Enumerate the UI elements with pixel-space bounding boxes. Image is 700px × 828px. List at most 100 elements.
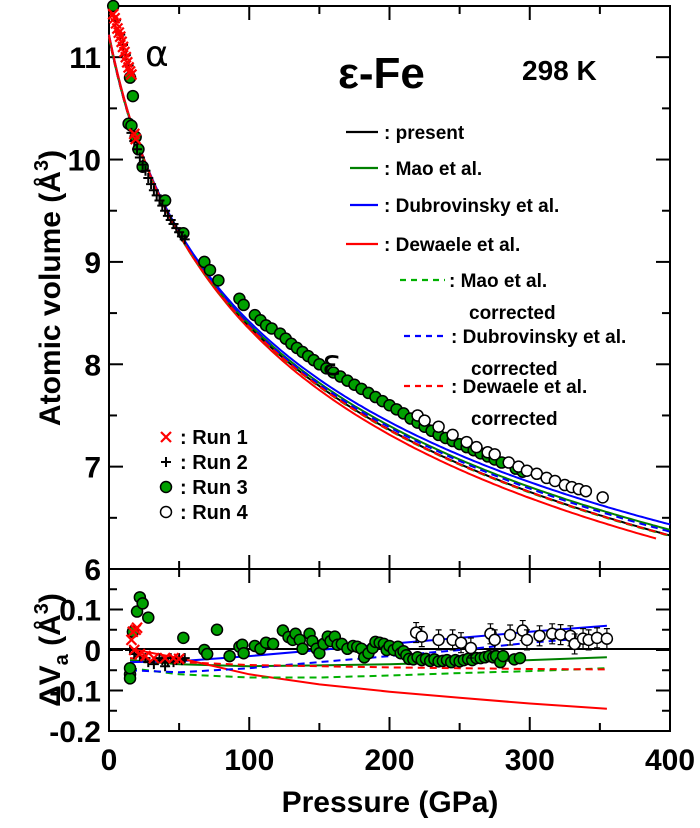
run-legend-label: : Run 2 — [180, 452, 248, 474]
data-point — [134, 152, 145, 163]
data-point — [203, 263, 217, 277]
data-point — [496, 649, 510, 663]
data-point — [200, 647, 214, 661]
y-tick-label: -0.1 — [49, 676, 101, 709]
data-point — [159, 652, 171, 664]
fit-line-dewaele-et-al-corrected — [108, 36, 671, 537]
legend-label-corrected: corrected — [469, 303, 556, 324]
residual-y-axis-title-close: ) — [34, 593, 67, 603]
run-legend: : Run 1: Run 2: Run 3: Run 4 — [159, 427, 249, 524]
data-point — [432, 633, 445, 647]
residual-y-tick-labels: -0.2 -0.1 0 0.1 — [49, 595, 101, 750]
data-point — [579, 484, 593, 498]
data-point — [520, 633, 534, 647]
legend-label: : Dubrovinsky et al. — [384, 196, 559, 217]
y-tick-label: 9 — [84, 247, 101, 280]
run-legend-label: : Run 4 — [180, 502, 249, 524]
data-point — [237, 646, 250, 660]
legend-label: : Mao et al. — [449, 271, 547, 292]
data-point — [128, 644, 141, 656]
data-point — [136, 597, 149, 610]
data-point — [142, 611, 155, 624]
data-point — [129, 133, 142, 145]
legend-label-corrected: corrected — [471, 359, 558, 380]
phase-label-epsilon: ε — [322, 343, 341, 384]
data-point — [146, 179, 157, 190]
data-point — [140, 165, 151, 176]
residual-line-dewaele-et-al-corrected — [129, 657, 607, 671]
x-tick-label: 100 — [224, 744, 274, 777]
residual-ticks — [108, 568, 671, 732]
main-ticks — [108, 5, 671, 570]
x-tick-label: 400 — [645, 744, 695, 777]
data-point — [132, 144, 143, 155]
residual-line-dewaele-et-al- — [129, 647, 607, 710]
chart-title: ε-Fe — [338, 49, 425, 98]
y-tick-label: 6 — [84, 554, 101, 587]
residual-y-axis-title: ΔVa (Å3) — [31, 593, 73, 707]
data-point — [159, 480, 173, 494]
data-point — [160, 431, 172, 443]
x-tick-labels: 0 100 200 300 400 — [101, 744, 695, 777]
main-data-points — [106, 0, 609, 504]
data-point — [418, 414, 431, 427]
fit-legend: : present : Mao et al. : Dubrovinsky et al… — [346, 123, 626, 430]
legend-label-corrected: corrected — [471, 409, 558, 430]
run-legend-label: : Run 1 — [180, 427, 248, 449]
main-y-axis-title-sup: 3 — [31, 160, 53, 171]
data-point — [470, 440, 483, 454]
data-point — [223, 649, 236, 663]
data-point — [210, 623, 224, 636]
data-point — [488, 448, 501, 461]
phase-label-alpha: α — [145, 34, 169, 75]
main-y-tick-labels: 6 7 8 9 10 11 — [68, 42, 101, 587]
residual-y-axis-title-sup: 3 — [31, 603, 53, 614]
data-point — [177, 631, 190, 645]
data-point — [533, 629, 546, 643]
x-tick-label: 200 — [364, 744, 414, 777]
y-tick-label: 10 — [68, 145, 101, 178]
data-point — [454, 636, 468, 649]
data-point — [124, 65, 136, 78]
data-point — [513, 651, 527, 665]
data-point — [123, 672, 137, 685]
temperature-label: 298 K — [522, 55, 597, 86]
x-axis-title: Pressure (GPa) — [282, 786, 499, 819]
data-point — [237, 298, 250, 312]
data-point — [503, 628, 517, 642]
legend-label: : Mao et al. — [384, 159, 482, 180]
data-point — [600, 632, 614, 645]
data-point — [296, 642, 309, 656]
x-tick-label: 0 — [101, 744, 118, 777]
data-point — [415, 630, 429, 643]
residual-line-mao-et-al-corrected — [129, 667, 607, 679]
data-point — [161, 457, 171, 467]
data-point — [488, 633, 501, 647]
data-point — [125, 68, 138, 81]
fit-line-dewaele-et-al- — [108, 34, 657, 540]
data-point — [464, 641, 478, 655]
data-point — [460, 435, 473, 449]
y-tick-label: 0.1 — [59, 595, 101, 628]
y-tick-label: 7 — [84, 452, 101, 485]
data-point — [159, 505, 173, 519]
residual-data-points — [123, 591, 614, 685]
residual-y-axis-title-sub: a — [51, 653, 73, 665]
main-y-axis-title: Atomic volume (Å3) — [31, 150, 67, 426]
legend-label: : Dewaele et al. — [384, 235, 520, 256]
data-point — [143, 172, 154, 183]
data-point — [126, 89, 140, 103]
data-point — [179, 234, 190, 245]
data-point — [148, 652, 160, 664]
data-point — [596, 491, 609, 504]
main-y-axis-title-text: Atomic volume (Å — [34, 171, 67, 426]
main-panel: 6 7 8 9 10 11 Atomic volume (Å3) α ε ε-Fe 298… — [31, 0, 671, 587]
data-point — [154, 195, 165, 206]
main-fit-lines — [108, 34, 671, 540]
residual-panel: -0.2 -0.1 0 0.1 ΔVa (Å3) — [31, 568, 671, 750]
data-point — [148, 659, 159, 670]
legend-label: : Dubrovinsky et al. — [451, 327, 626, 348]
legend-label: : present — [384, 123, 465, 144]
y-tick-label: -0.2 — [49, 716, 101, 749]
